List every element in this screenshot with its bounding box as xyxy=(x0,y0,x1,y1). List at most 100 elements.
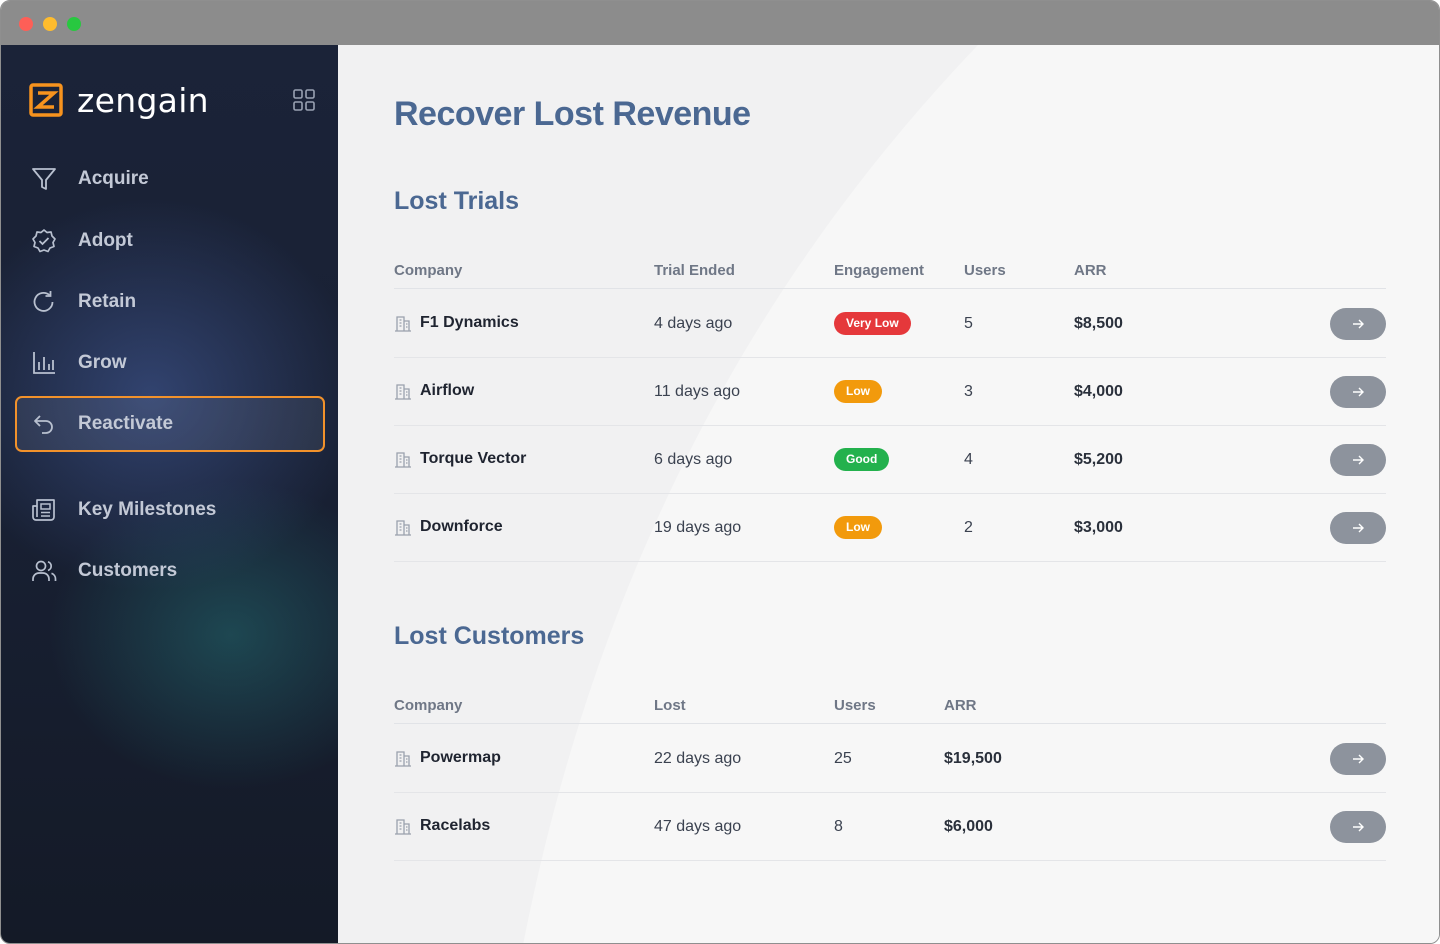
lost-customers-header: Company Lost Users ARR xyxy=(394,684,1386,724)
building-icon xyxy=(395,819,411,835)
sidebar-item-acquire[interactable]: Acquire xyxy=(15,151,325,207)
lost-cell: 22 days ago xyxy=(654,750,742,767)
arr-cell: $6,000 xyxy=(944,818,993,835)
sidebar-item-customers[interactable]: Customers xyxy=(15,543,325,599)
company-cell: Downforce xyxy=(394,518,503,536)
brand-logo[interactable]: zengain xyxy=(29,83,209,117)
maximize-window-button[interactable] xyxy=(67,17,81,31)
sidebar-item-grow[interactable]: Grow xyxy=(15,335,325,391)
sidebar-item-key-milestones[interactable]: Key Milestones xyxy=(15,482,325,538)
column-header-engagement: Engagement xyxy=(834,262,925,279)
company-cell: Racelabs xyxy=(394,817,490,835)
column-header-users: Users xyxy=(964,262,1006,279)
background-curve xyxy=(338,45,978,943)
users-cell: 3 xyxy=(964,383,973,400)
engagement-badge: Very Low xyxy=(834,312,911,335)
column-header-arr: ARR xyxy=(944,697,977,714)
table-row[interactable]: Racelabs 47 days ago 8 $6,000 xyxy=(394,793,1386,861)
newspaper-icon xyxy=(32,499,55,521)
zengain-logo-icon xyxy=(29,83,63,117)
users-cell: 25 xyxy=(834,750,852,767)
column-header-lost: Lost xyxy=(654,697,686,714)
arr-cell: $3,000 xyxy=(1074,519,1123,536)
lost-cell: 47 days ago xyxy=(654,818,742,835)
company-name: Torque Vector xyxy=(420,450,527,467)
arr-cell: $4,000 xyxy=(1074,383,1123,400)
open-row-button[interactable] xyxy=(1330,376,1386,408)
sidebar-item-label: Key Milestones xyxy=(78,499,217,520)
users-cell: 4 xyxy=(964,451,973,468)
lost-customers-title: Lost Customers xyxy=(394,622,585,650)
sidebar-item-label: Customers xyxy=(78,560,178,581)
open-row-button[interactable] xyxy=(1330,743,1386,775)
open-row-button[interactable] xyxy=(1330,512,1386,544)
table-row[interactable]: Torque Vector 6 days ago Good 4 $5,200 xyxy=(394,426,1386,494)
table-row[interactable]: Powermap 22 days ago 25 $19,500 xyxy=(394,725,1386,793)
company-name: Racelabs xyxy=(420,817,491,834)
badge-check-icon xyxy=(32,229,56,253)
minimize-window-button[interactable] xyxy=(43,17,57,31)
table-row[interactable]: Downforce 19 days ago Low 2 $3,000 xyxy=(394,494,1386,562)
open-row-button[interactable] xyxy=(1330,444,1386,476)
column-header-company: Company xyxy=(394,697,463,714)
open-row-button[interactable] xyxy=(1330,811,1386,843)
sidebar-item-label: Acquire xyxy=(78,168,149,189)
sidebar: zengain Acquire Adopt Reta xyxy=(1,45,338,943)
sidebar-item-label: Reactivate xyxy=(78,413,174,434)
company-cell: F1 Dynamics xyxy=(394,314,519,332)
arr-cell: $19,500 xyxy=(944,750,1002,767)
arrow-right-icon xyxy=(1353,523,1364,533)
company-cell: Torque Vector xyxy=(394,450,526,468)
table-row[interactable]: Airflow 11 days ago Low 3 $4,000 xyxy=(394,358,1386,426)
arr-cell: $5,200 xyxy=(1074,451,1123,468)
building-icon xyxy=(395,452,411,468)
arr-cell: $8,500 xyxy=(1074,315,1123,332)
building-icon xyxy=(395,384,411,400)
company-cell: Airflow xyxy=(394,382,474,400)
lost-trials-header: Company Trial Ended Engagement Users ARR xyxy=(394,249,1386,289)
arrow-right-icon xyxy=(1353,754,1364,764)
company-name: Airflow xyxy=(420,382,475,399)
brand-name: zengain xyxy=(77,80,209,120)
column-header-company: Company xyxy=(394,262,463,279)
table-row[interactable]: F1 Dynamics 4 days ago Very Low 5 $8,500 xyxy=(394,290,1386,358)
trial-ended-cell: 19 days ago xyxy=(654,519,742,536)
users-cell: 8 xyxy=(834,818,843,835)
open-row-button[interactable] xyxy=(1330,308,1386,340)
sidebar-item-reactivate[interactable]: Reactivate xyxy=(15,396,325,452)
sidebar-item-retain[interactable]: Retain xyxy=(15,274,325,330)
sidebar-item-label: Adopt xyxy=(78,230,133,251)
arrow-right-icon xyxy=(1353,455,1364,465)
trial-ended-cell: 4 days ago xyxy=(654,315,733,332)
filter-icon xyxy=(32,168,56,190)
lost-trials-title: Lost Trials xyxy=(394,187,520,215)
app-grid-icon[interactable] xyxy=(293,89,315,111)
users-cell: 2 xyxy=(964,519,973,536)
undo-arrow-icon xyxy=(34,415,53,434)
company-name: Powermap xyxy=(420,749,501,766)
users-cell: 5 xyxy=(964,315,973,332)
main-content: Recover Lost Revenue Lost Trials Company… xyxy=(338,45,1439,943)
column-header-users: Users xyxy=(834,697,876,714)
arrow-right-icon xyxy=(1353,822,1364,832)
trial-ended-cell: 11 days ago xyxy=(654,383,740,400)
company-name: Downforce xyxy=(420,518,503,535)
trial-ended-cell: 6 days ago xyxy=(654,451,733,468)
users-icon xyxy=(32,560,57,581)
building-icon xyxy=(395,520,411,536)
sidebar-item-adopt[interactable]: Adopt xyxy=(15,213,325,269)
refresh-icon xyxy=(33,291,54,312)
arrow-right-icon xyxy=(1353,319,1364,329)
column-header-arr: ARR xyxy=(1074,262,1107,279)
engagement-badge: Low xyxy=(834,516,882,539)
close-window-button[interactable] xyxy=(19,17,33,31)
building-icon xyxy=(395,751,411,767)
arrow-right-icon xyxy=(1353,387,1364,397)
page-title: Recover Lost Revenue xyxy=(394,95,751,133)
bar-chart-icon xyxy=(33,352,55,374)
sidebar-item-label: Retain xyxy=(78,291,137,312)
title-bar xyxy=(1,1,1439,45)
engagement-badge: Good xyxy=(834,448,890,471)
company-name: F1 Dynamics xyxy=(420,314,519,331)
